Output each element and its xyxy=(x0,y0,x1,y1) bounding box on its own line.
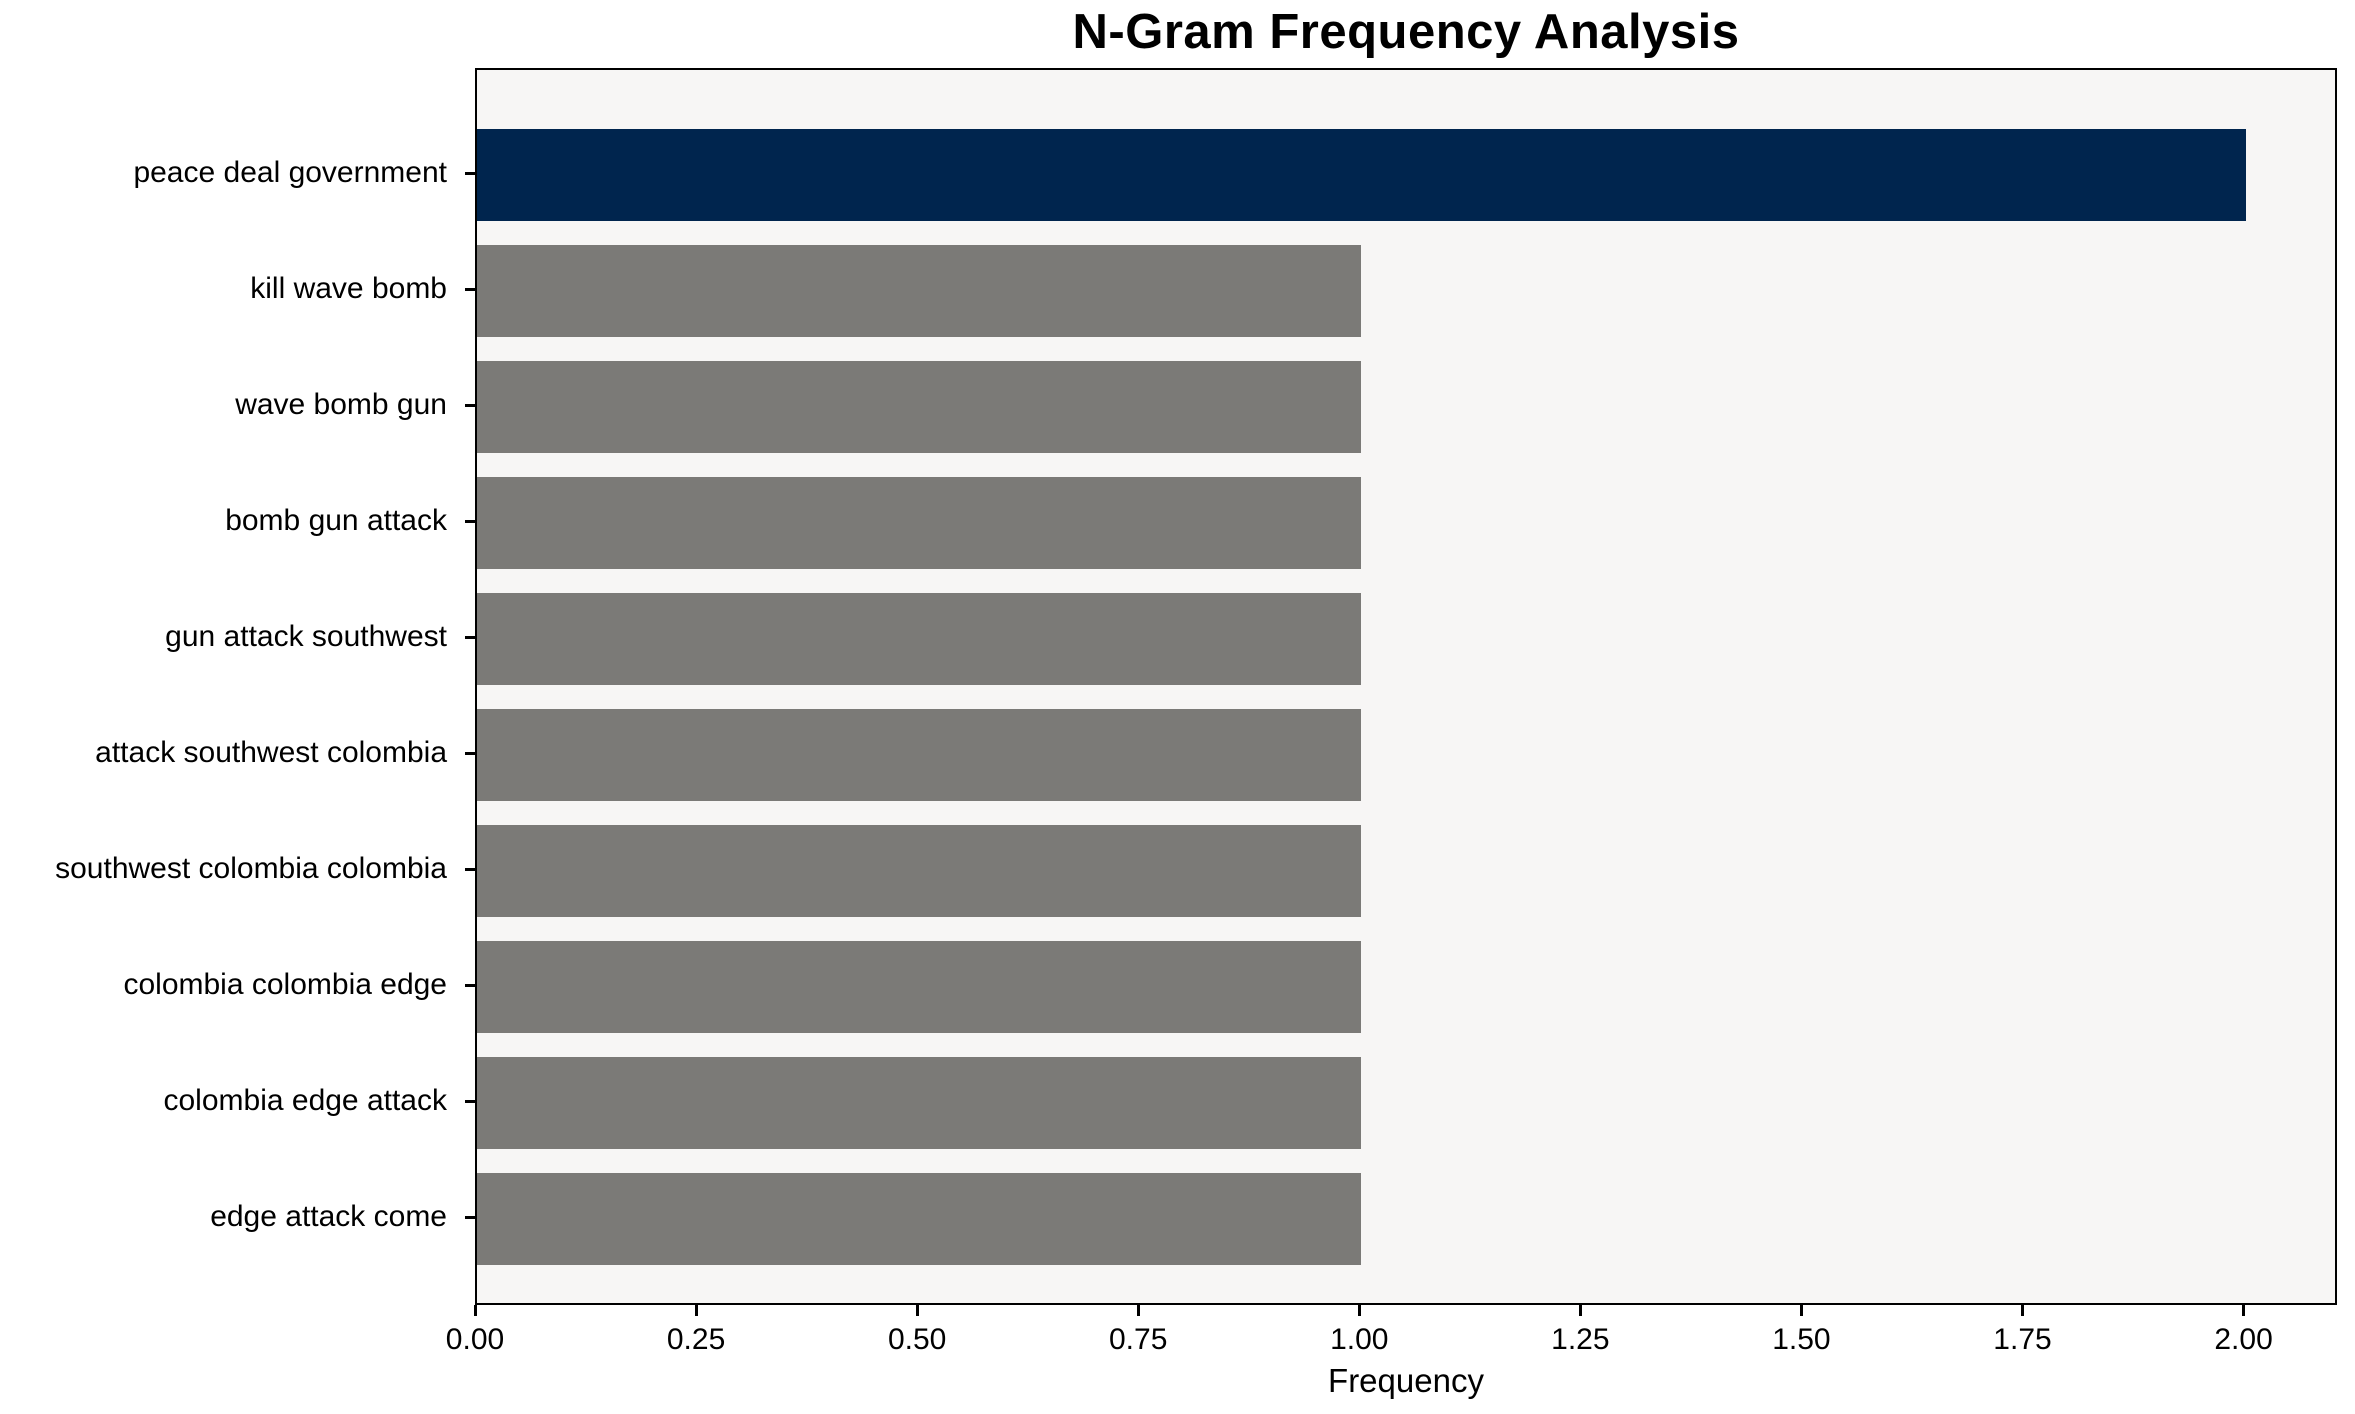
plot-area xyxy=(475,68,2337,1305)
x-tick-mark-4 xyxy=(1357,1305,1361,1316)
x-tick-label-5: 1.25 xyxy=(1551,1323,1610,1356)
x-tick-label-0: 0.00 xyxy=(445,1323,505,1356)
y-tick-label-0: peace deal government xyxy=(133,156,447,189)
x-tick-label-8: 2.00 xyxy=(2214,1323,2273,1356)
x-tick-mark-1 xyxy=(694,1305,698,1316)
bar-3 xyxy=(477,476,1362,570)
y-tick-mark-4 xyxy=(465,635,475,639)
y-tick-mark-2 xyxy=(465,403,475,407)
y-tick-mark-1 xyxy=(465,287,475,291)
x-axis: 0.00 0.25 0.50 0.75 1.00 1.25 1.50 1.75 2.00 xyxy=(446,1305,2337,1414)
y-tick-label-9: edge attack come xyxy=(210,1200,447,1233)
y-tick-label-1: kill wave bomb xyxy=(250,272,447,305)
y-axis: peace deal government kill wave bomb wave … xyxy=(0,68,475,1305)
y-tick-mark-7 xyxy=(465,983,475,987)
bar-0 xyxy=(477,128,2246,222)
x-tick-label-2: 0.50 xyxy=(887,1323,947,1356)
y-tick-label-3: bomb gun attack xyxy=(225,504,447,537)
x-tick-mark-8 xyxy=(2242,1305,2246,1316)
y-tick-mark-8 xyxy=(465,1099,475,1103)
y-tick-mark-6 xyxy=(465,867,475,871)
x-tick-label-1: 0.25 xyxy=(666,1323,726,1356)
x-tick-mark-0 xyxy=(473,1305,477,1316)
y-tick-mark-3 xyxy=(465,519,475,523)
bar-7 xyxy=(477,940,1362,1034)
x-axis-title: Frequency xyxy=(1328,1362,1484,1399)
x-tick-label-3: 0.75 xyxy=(1109,1323,1168,1356)
bar-6 xyxy=(477,824,1362,918)
y-tick-mark-0 xyxy=(465,171,475,175)
bar-4 xyxy=(477,592,1362,686)
y-tick-label-6: southwest colombia colombia xyxy=(55,852,447,885)
x-tick-mark-3 xyxy=(1136,1305,1140,1316)
bar-8 xyxy=(477,1056,1362,1150)
y-tick-mark-5 xyxy=(465,751,475,755)
x-tick-mark-5 xyxy=(1578,1305,1582,1316)
y-tick-label-7: colombia colombia edge xyxy=(123,968,447,1001)
x-tick-mark-6 xyxy=(1799,1305,1803,1316)
x-tick-mark-7 xyxy=(2021,1305,2024,1316)
y-tick-label-5: attack southwest colombia xyxy=(95,736,447,769)
bar-5 xyxy=(477,708,1362,802)
bar-9 xyxy=(477,1172,1362,1266)
x-tick-label-7: 1.75 xyxy=(1993,1323,2052,1356)
y-tick-mark-9 xyxy=(465,1215,475,1219)
y-tick-label-4: gun attack southwest xyxy=(165,620,447,653)
bar-2 xyxy=(477,360,1362,454)
y-tick-label-8: colombia edge attack xyxy=(163,1084,447,1117)
chart-title: N-Gram Frequency Analysis xyxy=(1072,5,1740,59)
bar-1 xyxy=(477,244,1362,338)
y-tick-label-2: wave bomb gun xyxy=(235,388,447,421)
x-tick-mark-2 xyxy=(915,1305,919,1316)
x-tick-label-6: 1.50 xyxy=(1772,1323,1831,1356)
x-tick-label-4: 1.00 xyxy=(1330,1323,1389,1356)
